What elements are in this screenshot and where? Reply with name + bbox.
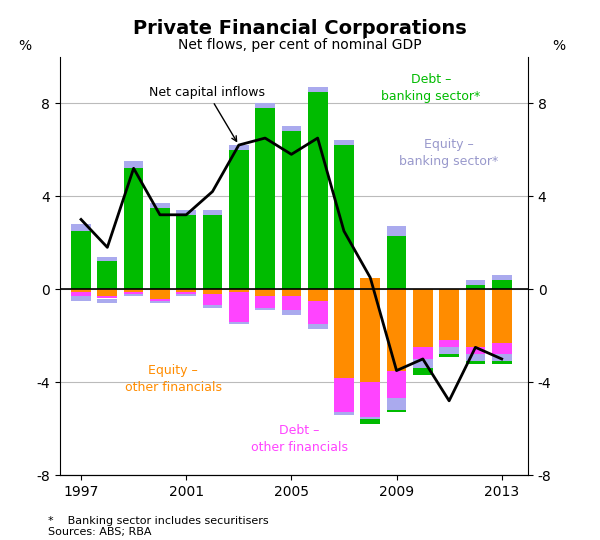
Bar: [281, 126, 301, 131]
Bar: [255, 296, 275, 308]
Bar: [124, 292, 143, 294]
Bar: [176, 294, 196, 296]
Bar: [466, 280, 485, 285]
Bar: [386, 399, 406, 410]
Bar: [97, 296, 117, 299]
Bar: [203, 294, 223, 306]
Text: Debt –
banking sector*: Debt – banking sector*: [381, 73, 481, 103]
Bar: [466, 285, 485, 289]
Bar: [97, 299, 117, 303]
Bar: [439, 289, 459, 340]
Bar: [71, 224, 91, 231]
Bar: [255, 108, 275, 289]
Bar: [308, 92, 328, 289]
Text: Equity –
banking sector*: Equity – banking sector*: [400, 138, 499, 168]
Bar: [413, 347, 433, 359]
Bar: [124, 294, 143, 296]
Bar: [97, 289, 117, 296]
Text: %: %: [19, 38, 31, 52]
Bar: [308, 324, 328, 329]
Bar: [229, 145, 248, 150]
Bar: [229, 292, 248, 322]
Bar: [176, 215, 196, 289]
Text: Debt –
other financials: Debt – other financials: [251, 424, 348, 454]
Bar: [203, 215, 223, 289]
Bar: [386, 236, 406, 289]
Bar: [71, 231, 91, 289]
Bar: [150, 203, 170, 208]
Text: Private Financial Corporations: Private Financial Corporations: [133, 19, 467, 38]
Bar: [492, 280, 512, 289]
Bar: [229, 289, 248, 292]
Bar: [386, 410, 406, 413]
Bar: [71, 289, 91, 292]
Bar: [492, 361, 512, 363]
Text: Equity –
other financials: Equity – other financials: [125, 363, 221, 394]
Bar: [203, 210, 223, 215]
Bar: [124, 289, 143, 292]
Bar: [386, 289, 406, 370]
Bar: [334, 377, 354, 413]
Bar: [255, 308, 275, 310]
Bar: [334, 289, 354, 377]
Bar: [176, 210, 196, 215]
Bar: [386, 370, 406, 399]
Bar: [124, 161, 143, 168]
Bar: [492, 354, 512, 361]
Bar: [229, 150, 248, 289]
Bar: [361, 278, 380, 289]
Bar: [492, 275, 512, 280]
Bar: [413, 359, 433, 368]
Bar: [150, 208, 170, 289]
Bar: [361, 420, 380, 424]
Text: %: %: [552, 38, 565, 52]
Bar: [281, 289, 301, 296]
Bar: [255, 103, 275, 108]
Bar: [124, 168, 143, 289]
Bar: [361, 289, 380, 382]
Bar: [229, 322, 248, 324]
Bar: [203, 306, 223, 308]
Bar: [97, 261, 117, 289]
Text: *    Banking sector includes securitisers
Sources: ABS; RBA: * Banking sector includes securitisers S…: [48, 516, 269, 537]
Bar: [492, 289, 512, 343]
Bar: [176, 292, 196, 294]
Bar: [413, 368, 433, 375]
Bar: [150, 289, 170, 299]
Bar: [334, 413, 354, 415]
Bar: [361, 417, 380, 420]
Bar: [71, 292, 91, 296]
Bar: [281, 131, 301, 289]
Bar: [439, 354, 459, 356]
Bar: [361, 382, 380, 417]
Bar: [308, 289, 328, 301]
Bar: [439, 347, 459, 354]
Bar: [386, 226, 406, 236]
Bar: [150, 299, 170, 301]
Bar: [308, 301, 328, 324]
Bar: [466, 361, 485, 363]
Bar: [334, 145, 354, 289]
Bar: [255, 289, 275, 296]
Bar: [413, 289, 433, 347]
Bar: [334, 140, 354, 145]
Bar: [439, 340, 459, 347]
Bar: [176, 289, 196, 292]
Bar: [281, 310, 301, 315]
Text: Net flows, per cent of nominal GDP: Net flows, per cent of nominal GDP: [178, 38, 422, 52]
Bar: [150, 301, 170, 303]
Bar: [466, 289, 485, 347]
Bar: [71, 296, 91, 301]
Bar: [97, 256, 117, 261]
Bar: [492, 343, 512, 354]
Bar: [203, 289, 223, 294]
Bar: [281, 296, 301, 310]
Bar: [466, 354, 485, 361]
Bar: [466, 347, 485, 354]
Bar: [308, 87, 328, 92]
Text: Net capital inflows: Net capital inflows: [149, 85, 265, 141]
